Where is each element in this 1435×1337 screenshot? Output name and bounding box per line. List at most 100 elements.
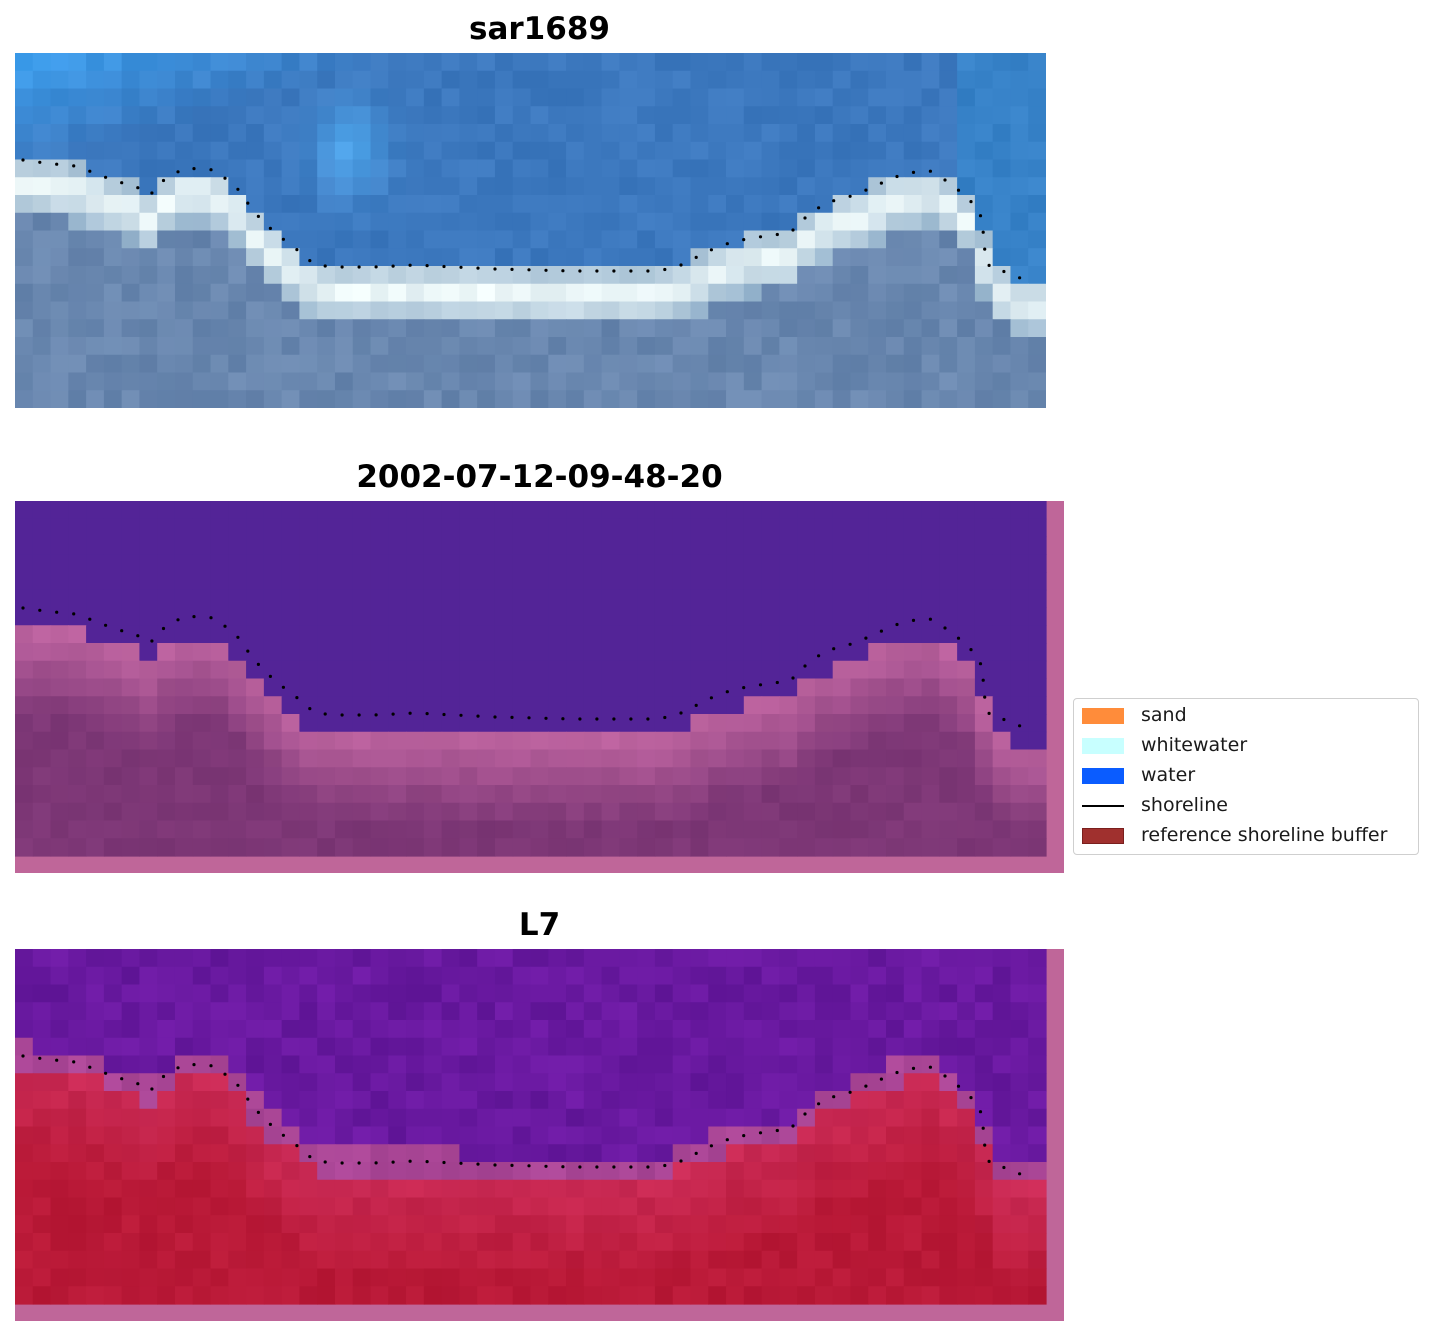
index-pixel xyxy=(423,1215,443,1234)
rgb-pixel xyxy=(263,230,283,249)
class-pixel xyxy=(583,820,603,839)
legend-item-buffer: reference shoreline buffer xyxy=(1074,821,1418,851)
class-pixel xyxy=(832,536,852,555)
rgb-pixel xyxy=(797,390,816,408)
class-pixel xyxy=(477,554,496,573)
index-pixel xyxy=(566,1286,585,1305)
index-pixel xyxy=(566,1250,585,1270)
rgb-pixel xyxy=(992,88,1012,107)
class-pixel xyxy=(317,501,336,520)
rgb-pixel xyxy=(974,372,994,391)
index-pixel xyxy=(886,1286,905,1305)
class-pixel xyxy=(921,660,940,680)
class-pixel xyxy=(1028,625,1047,644)
index-pixel xyxy=(761,1286,780,1305)
rgb-pixel xyxy=(406,195,425,214)
class-pixel xyxy=(743,820,763,839)
rgb-pixel xyxy=(619,319,638,338)
index-pixel xyxy=(281,1179,301,1199)
index-pixel xyxy=(512,1197,532,1216)
index-pixel xyxy=(263,1250,283,1270)
class-pixel xyxy=(494,714,514,733)
rgb-pixel xyxy=(868,88,887,107)
index-pixel xyxy=(210,1037,229,1057)
rgb-pixel xyxy=(406,177,425,196)
rgb-pixel xyxy=(637,177,656,196)
rgb-pixel xyxy=(761,337,780,356)
class-pixel xyxy=(832,589,852,609)
rgb-pixel xyxy=(1010,141,1029,161)
class-pixel xyxy=(566,625,585,644)
index-pixel xyxy=(672,984,692,1003)
index-pixel xyxy=(530,1144,549,1163)
index-pixel xyxy=(921,1162,940,1181)
index-pixel xyxy=(512,949,532,968)
class-pixel xyxy=(281,572,301,591)
rgb-pixel xyxy=(86,248,105,267)
index-pixel xyxy=(370,966,389,986)
class-pixel xyxy=(797,802,816,822)
rgb-pixel xyxy=(246,212,265,232)
rgb-pixel xyxy=(388,70,407,90)
rgb-pixel xyxy=(868,53,887,72)
class-pixel xyxy=(726,625,745,644)
shoreline-dot xyxy=(308,1155,312,1159)
rgb-pixel xyxy=(583,195,603,214)
class-pixel xyxy=(334,838,354,857)
class-pixel xyxy=(903,696,923,715)
class-pixel xyxy=(174,660,194,680)
class-pixel xyxy=(1028,589,1047,609)
rgb-pixel xyxy=(1010,283,1029,303)
rgb-pixel xyxy=(174,141,194,161)
rgb-pixel xyxy=(494,390,514,408)
index-pixel xyxy=(814,1073,834,1092)
class-pixel xyxy=(32,802,52,822)
index-pixel xyxy=(494,1073,514,1092)
index-pixel xyxy=(370,1073,389,1092)
class-pixel xyxy=(103,501,123,520)
class-pixel xyxy=(299,607,318,626)
rgb-pixel xyxy=(1028,319,1046,338)
class-pixel xyxy=(423,767,443,786)
class-pixel xyxy=(939,714,958,733)
class-pixel xyxy=(477,501,496,520)
class-pixel xyxy=(814,802,834,822)
index-pixel xyxy=(441,1108,460,1128)
class-pixel xyxy=(299,554,318,573)
index-pixel xyxy=(814,1268,834,1287)
class-pixel xyxy=(174,696,194,715)
rgb-pixel xyxy=(50,124,69,143)
class-pixel xyxy=(726,749,745,768)
rgb-pixel xyxy=(477,283,496,303)
index-pixel xyxy=(157,1108,176,1128)
class-pixel xyxy=(423,785,443,804)
class-pixel xyxy=(406,572,425,591)
rgb-pixel xyxy=(530,390,549,408)
class-pixel xyxy=(281,589,301,609)
class-pixel xyxy=(388,802,407,822)
rgb-pixel xyxy=(957,390,976,408)
rgb-pixel xyxy=(334,195,354,214)
rgb-pixel xyxy=(1028,106,1046,125)
rgb-pixel xyxy=(441,195,460,214)
rgb-pixel xyxy=(672,230,692,249)
class-pixel xyxy=(957,820,976,839)
rgb-pixel xyxy=(68,141,87,161)
shoreline-dot xyxy=(236,1083,240,1087)
shoreline-dot xyxy=(742,1134,746,1138)
shoreline-dot xyxy=(646,269,650,273)
index-pixel xyxy=(868,1055,887,1074)
class-pixel xyxy=(494,518,514,538)
class-pixel xyxy=(370,536,389,555)
rgb-pixel xyxy=(121,319,141,338)
rgb-pixel xyxy=(477,141,496,161)
index-pixel xyxy=(903,966,923,986)
rgb-pixel xyxy=(139,70,158,90)
index-pixel xyxy=(601,984,620,1003)
index-pixel xyxy=(903,1126,923,1145)
class-pixel xyxy=(708,536,727,555)
class-pixel xyxy=(708,678,727,697)
rgb-pixel xyxy=(494,283,514,303)
class-pixel xyxy=(1028,501,1047,520)
class-pixel xyxy=(441,536,460,555)
